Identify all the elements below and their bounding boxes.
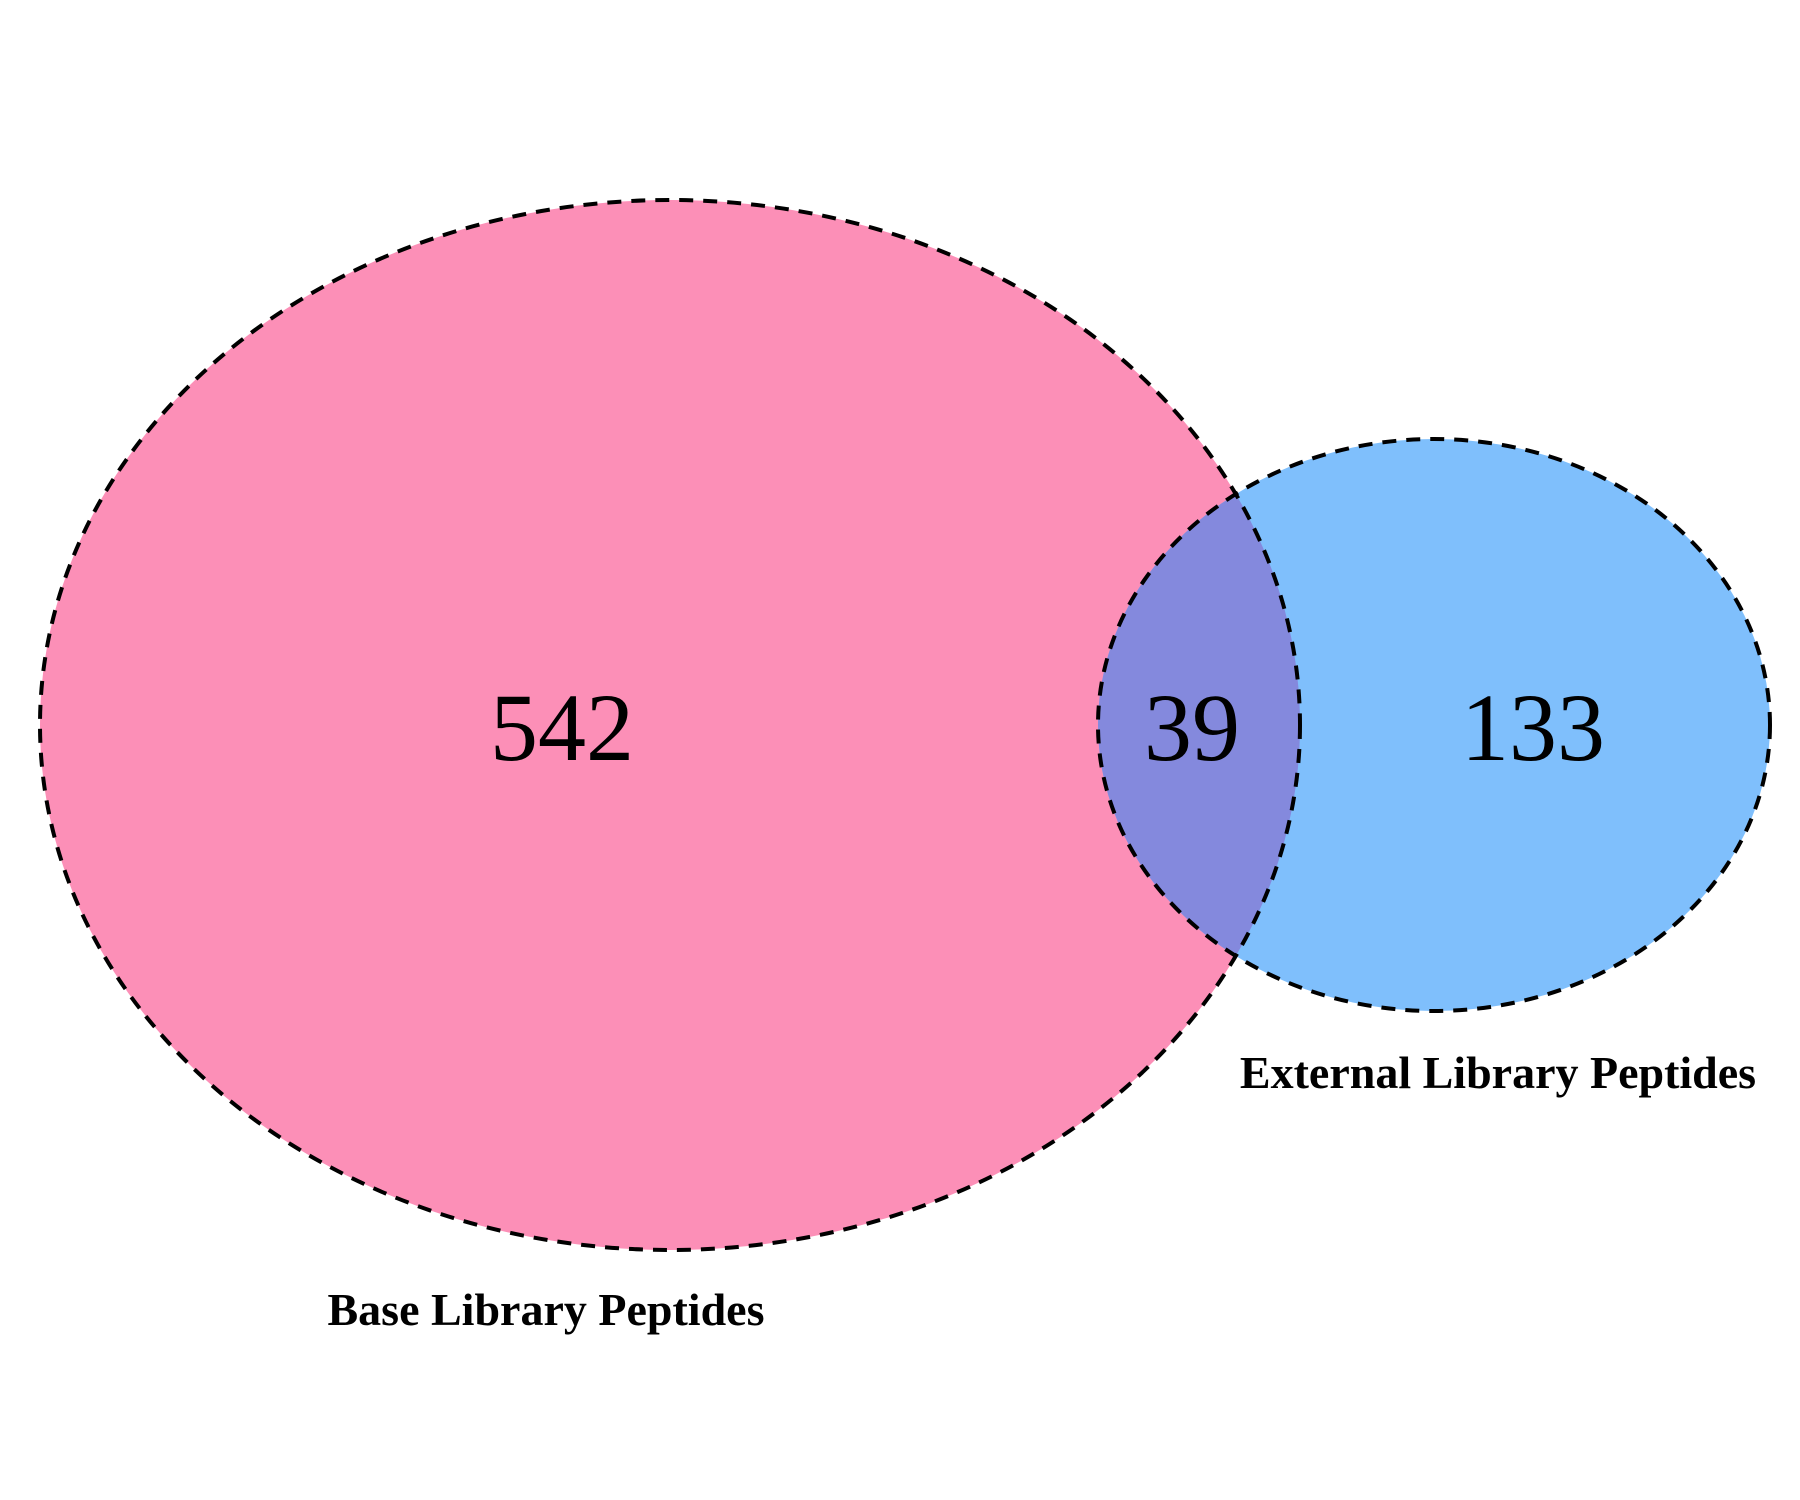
intersection-region	[1098, 439, 1300, 1011]
external-set-label: External Library Peptides	[1240, 1047, 1756, 1098]
base-only-count: 542	[490, 674, 634, 781]
external-only-count: 133	[1461, 674, 1605, 781]
base-set-label: Base Library Peptides	[328, 1284, 765, 1335]
intersection-count: 39	[1144, 674, 1240, 781]
base-set-outline	[38, 198, 1302, 1252]
base-set-circle	[40, 200, 1300, 1250]
external-set-outline	[1096, 437, 1772, 1013]
